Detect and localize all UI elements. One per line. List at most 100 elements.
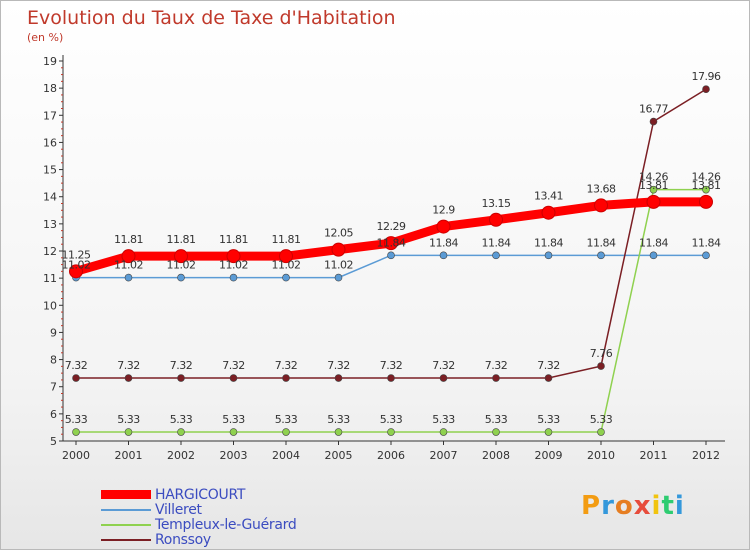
- data-point: [124, 273, 133, 282]
- data-point: [702, 85, 710, 94]
- data-label: 11.84: [482, 236, 511, 249]
- data-label: 11.02: [62, 259, 91, 272]
- data-point: [649, 251, 658, 260]
- data-label: 12.29: [377, 220, 406, 233]
- logo-letter: r: [601, 491, 615, 521]
- y-tick-label: 10: [43, 299, 57, 312]
- data-label: 5.33: [590, 413, 613, 426]
- y-tick-label: 17: [43, 109, 57, 122]
- legend-label: HARGICOURT: [155, 486, 246, 503]
- data-label: 14.26: [639, 171, 668, 184]
- logo-letter: i: [651, 491, 662, 521]
- data-point: [649, 117, 658, 126]
- data-point: [177, 374, 185, 382]
- data-label: 17.96: [692, 70, 721, 83]
- proxiti-logo: Proxiti: [581, 491, 685, 521]
- data-point: [387, 251, 395, 260]
- y-tick-label: 14: [43, 191, 57, 204]
- data-point: [544, 251, 553, 260]
- y-tick-label: 12: [43, 245, 57, 258]
- data-point: [646, 194, 661, 209]
- y-tick-label: 18: [43, 82, 57, 95]
- series-layer: [69, 85, 713, 436]
- logo-letter: o: [614, 491, 634, 521]
- data-label: 5.33: [537, 413, 560, 426]
- data-point: [439, 374, 448, 382]
- data-label: 11.81: [219, 233, 248, 246]
- axes: 5 6 7 8 9 10 11 12 13 14 15 16 17 18 19 2000 2001 2002 200…: [43, 55, 725, 462]
- data-point: [124, 374, 133, 382]
- y-tick-label: 19: [43, 55, 57, 68]
- data-label: 5.33: [222, 413, 245, 426]
- data-label: 11.81: [167, 233, 196, 246]
- data-point: [594, 198, 608, 213]
- legend-item: HARGICOURT: [101, 486, 296, 503]
- legend-swatch: [101, 490, 151, 499]
- data-point: [334, 273, 343, 282]
- y-tick-label: 15: [43, 164, 57, 177]
- data-point: [439, 428, 448, 436]
- data-point: [229, 374, 238, 382]
- y-tick-label: 6: [50, 408, 57, 421]
- data-point: [72, 374, 80, 382]
- x-tick-label: 2003: [220, 449, 248, 462]
- chart-title: Evolution du Taux de Taxe d'Habitation: [27, 7, 396, 29]
- x-tick-label: 2007: [430, 449, 458, 462]
- data-label: 7.76: [590, 347, 613, 360]
- data-point: [436, 219, 451, 234]
- legend-item: Ronssoy: [101, 531, 296, 548]
- data-point: [334, 428, 343, 436]
- data-point: [226, 249, 241, 264]
- data-label: 5.33: [65, 413, 88, 426]
- data-label: 5.33: [380, 413, 403, 426]
- data-label: 11.84: [639, 236, 668, 249]
- data-point: [699, 194, 713, 209]
- data-label: 7.32: [537, 359, 560, 372]
- y-tick-label: 16: [43, 136, 57, 149]
- data-point: [597, 362, 605, 370]
- legend-label: Ronssoy: [155, 531, 211, 548]
- data-point: [649, 185, 658, 194]
- data-point: [597, 251, 605, 260]
- data-point: [124, 428, 133, 436]
- data-label: 5.33: [327, 413, 350, 426]
- data-label: 12.05: [324, 227, 353, 240]
- data-label: 14.26: [692, 171, 721, 184]
- data-point: [387, 374, 395, 382]
- data-label: 11.81: [114, 233, 143, 246]
- data-label: 7.32: [170, 359, 193, 372]
- legend-item: Templeux-le-Guérard: [101, 517, 297, 533]
- data-point: [69, 264, 83, 279]
- data-point: [489, 212, 503, 227]
- data-label: 13.81: [692, 179, 721, 192]
- legend-item: Villeret: [101, 502, 296, 518]
- data-point: [121, 249, 136, 264]
- data-label: 11.02: [324, 259, 353, 272]
- data-point: [492, 428, 500, 436]
- data-point: [439, 251, 448, 260]
- data-label: 11.84: [692, 236, 721, 249]
- labels-layer: 11.02 11.02 11.02 11.02 11.02 11.02 11.84 11.84…: [62, 70, 722, 426]
- data-label: 11.84: [587, 236, 616, 249]
- x-tick-label: 2006: [377, 449, 405, 462]
- x-tick-label: 2005: [325, 449, 353, 462]
- data-label: 13.81: [639, 179, 668, 192]
- logo-letter: P: [581, 491, 602, 521]
- data-label: 5.33: [485, 413, 508, 426]
- x-tick-label: 2000: [62, 449, 90, 462]
- x-tick-label: 2012: [692, 449, 720, 462]
- data-label: 7.32: [432, 359, 455, 372]
- data-label: 7.32: [117, 359, 140, 372]
- data-label: 5.33: [170, 413, 193, 426]
- data-label: 11.02: [114, 259, 143, 272]
- legend-swatch: [101, 508, 151, 511]
- data-point: [282, 273, 290, 282]
- data-point: [177, 273, 185, 282]
- data-point: [384, 236, 398, 251]
- data-point: [72, 428, 80, 436]
- data-label: 13.41: [534, 190, 563, 203]
- data-label: 5.33: [432, 413, 455, 426]
- data-point: [544, 428, 553, 436]
